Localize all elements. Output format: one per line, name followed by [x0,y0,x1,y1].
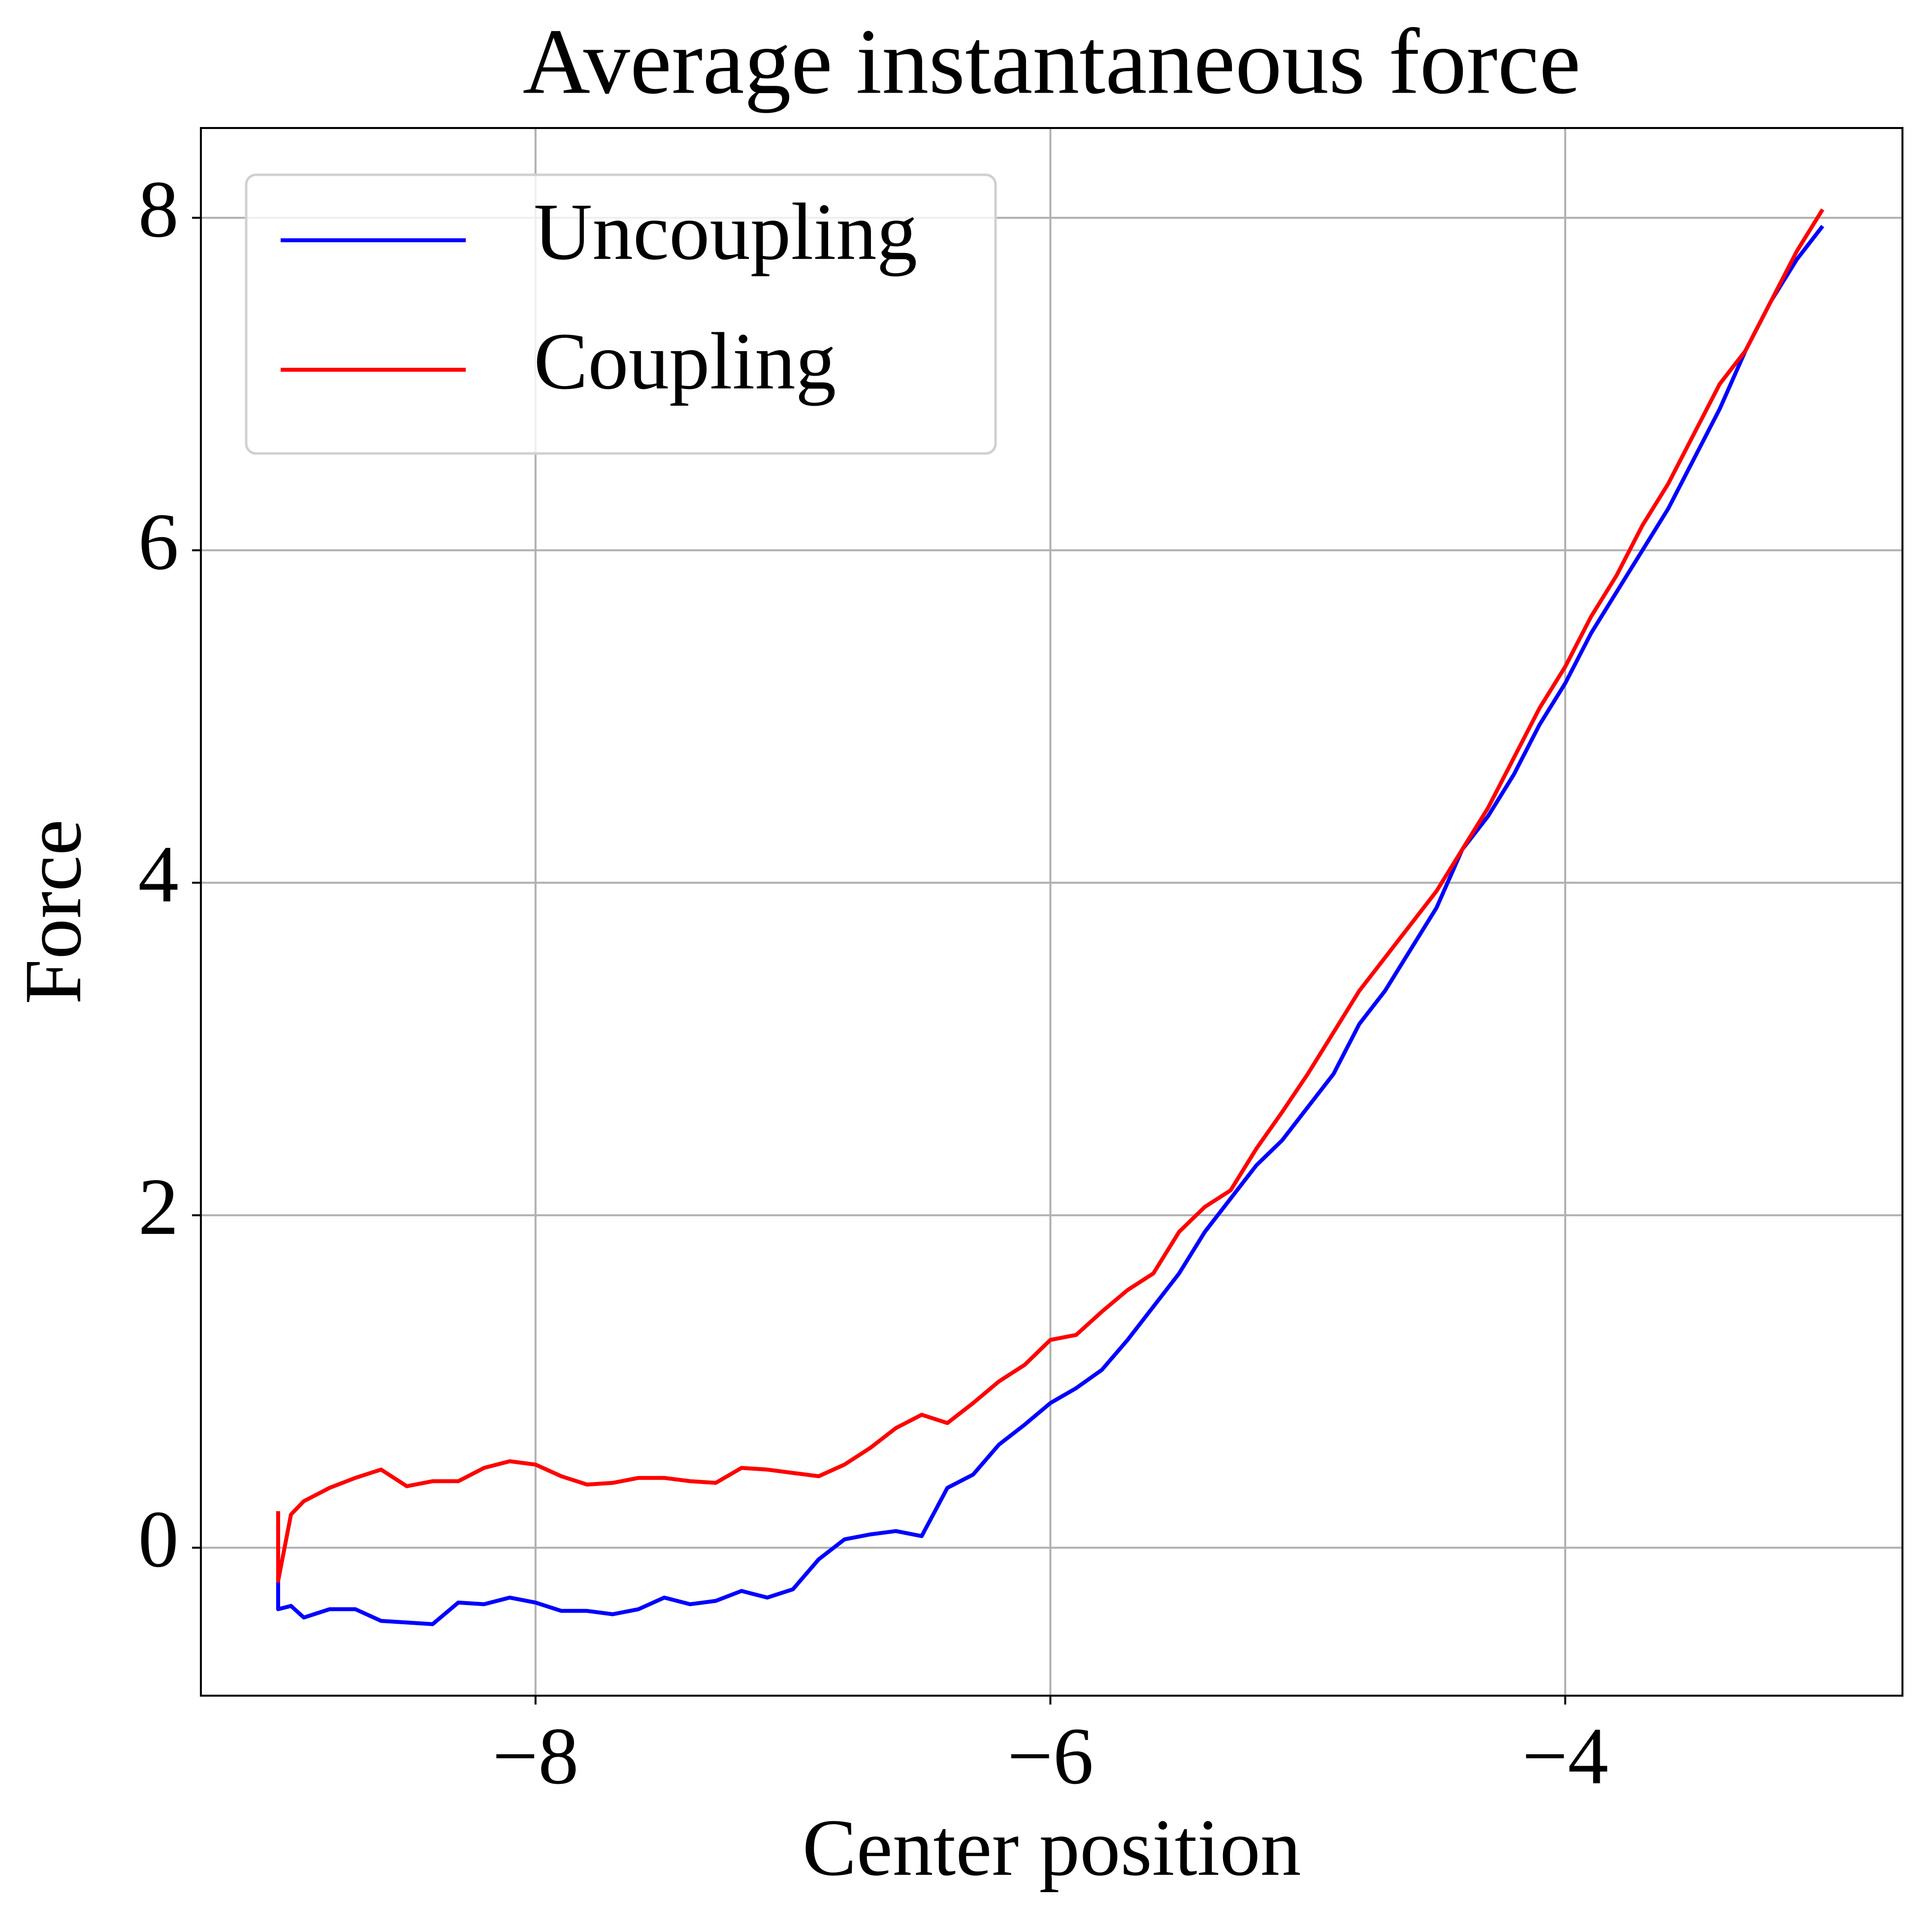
y-tick-label: 8 [138,164,179,254]
x-tick-label: −8 [492,1711,579,1801]
y-tick-label: 0 [138,1494,179,1584]
y-tick-label: 6 [138,496,179,586]
data-line [276,225,1825,1626]
y-tick-label: 2 [138,1161,179,1252]
y-axis-label: Force [8,819,98,1004]
x-tick-label: −6 [1007,1711,1094,1801]
data-line [276,208,1825,1583]
chart-title: Average instantaneous force [523,10,1581,114]
x-axis-label: Center position [803,1803,1301,1893]
legend-box [245,173,997,455]
legend-label: Coupling [534,316,836,406]
x-tick-label: −4 [1522,1711,1609,1801]
legend-label: Uncoupling [534,187,917,277]
plot-frame [200,127,1903,1697]
y-tick-label: 4 [138,829,179,919]
